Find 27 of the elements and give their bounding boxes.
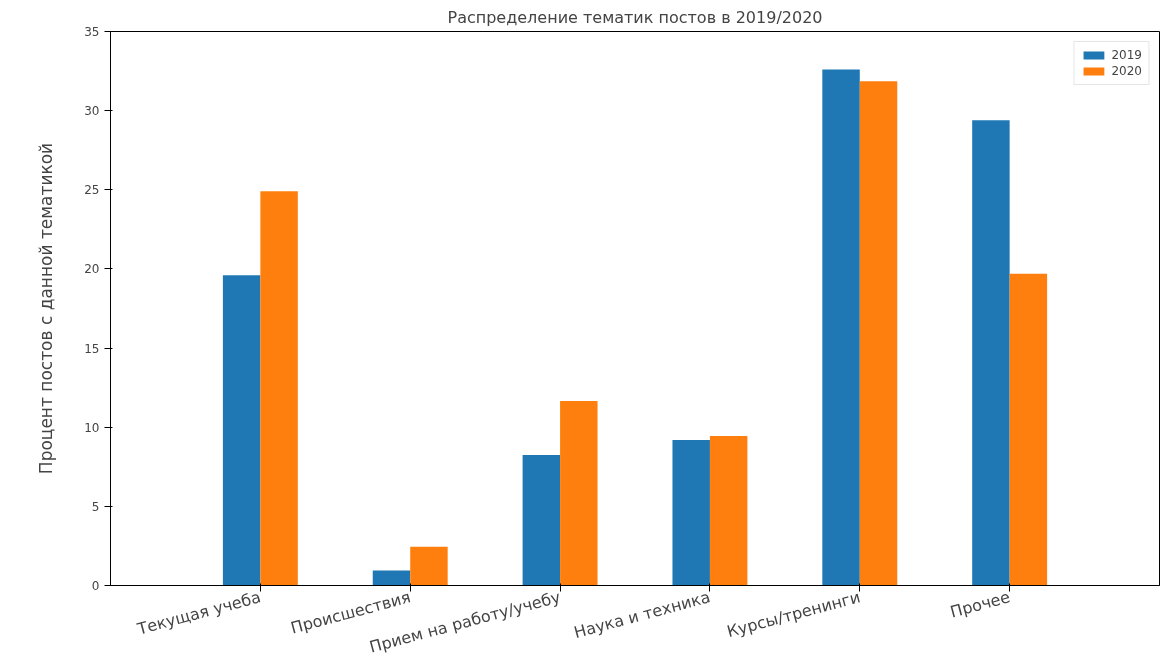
bar: [1009, 273, 1048, 586]
chart-title: Распределение тематик постов в 2019/2020: [447, 7, 823, 27]
y-tick-label: 25: [84, 183, 100, 198]
bar: [972, 120, 1010, 586]
x-tick-label: Текущая учеба: [134, 587, 263, 639]
x-tick-label: Прочее: [948, 587, 1013, 622]
legend-label: 2019: [1111, 48, 1142, 62]
y-tick-label: 15: [84, 341, 100, 356]
y-tick-label: 30: [84, 104, 100, 119]
bar: [260, 191, 298, 586]
legend-label: 2020: [1111, 64, 1142, 78]
bar: [372, 570, 411, 586]
y-tick-label: 0: [91, 579, 100, 593]
y-tick-label: 5: [91, 499, 100, 514]
bar: [672, 439, 710, 586]
bar: [222, 275, 261, 586]
y-axis-title: Процент постов с данной тематикой: [36, 142, 57, 475]
bar: [709, 435, 748, 586]
bar: [522, 454, 561, 586]
x-tick-label: Наука и техника: [571, 587, 713, 642]
y-tick-label: 20: [84, 262, 100, 277]
bar: [410, 546, 448, 586]
y-tick-label: 35: [84, 25, 100, 39]
bar: [859, 81, 898, 586]
bar: [560, 401, 598, 586]
bar: [822, 69, 860, 586]
y-tick-label: 10: [84, 420, 100, 435]
